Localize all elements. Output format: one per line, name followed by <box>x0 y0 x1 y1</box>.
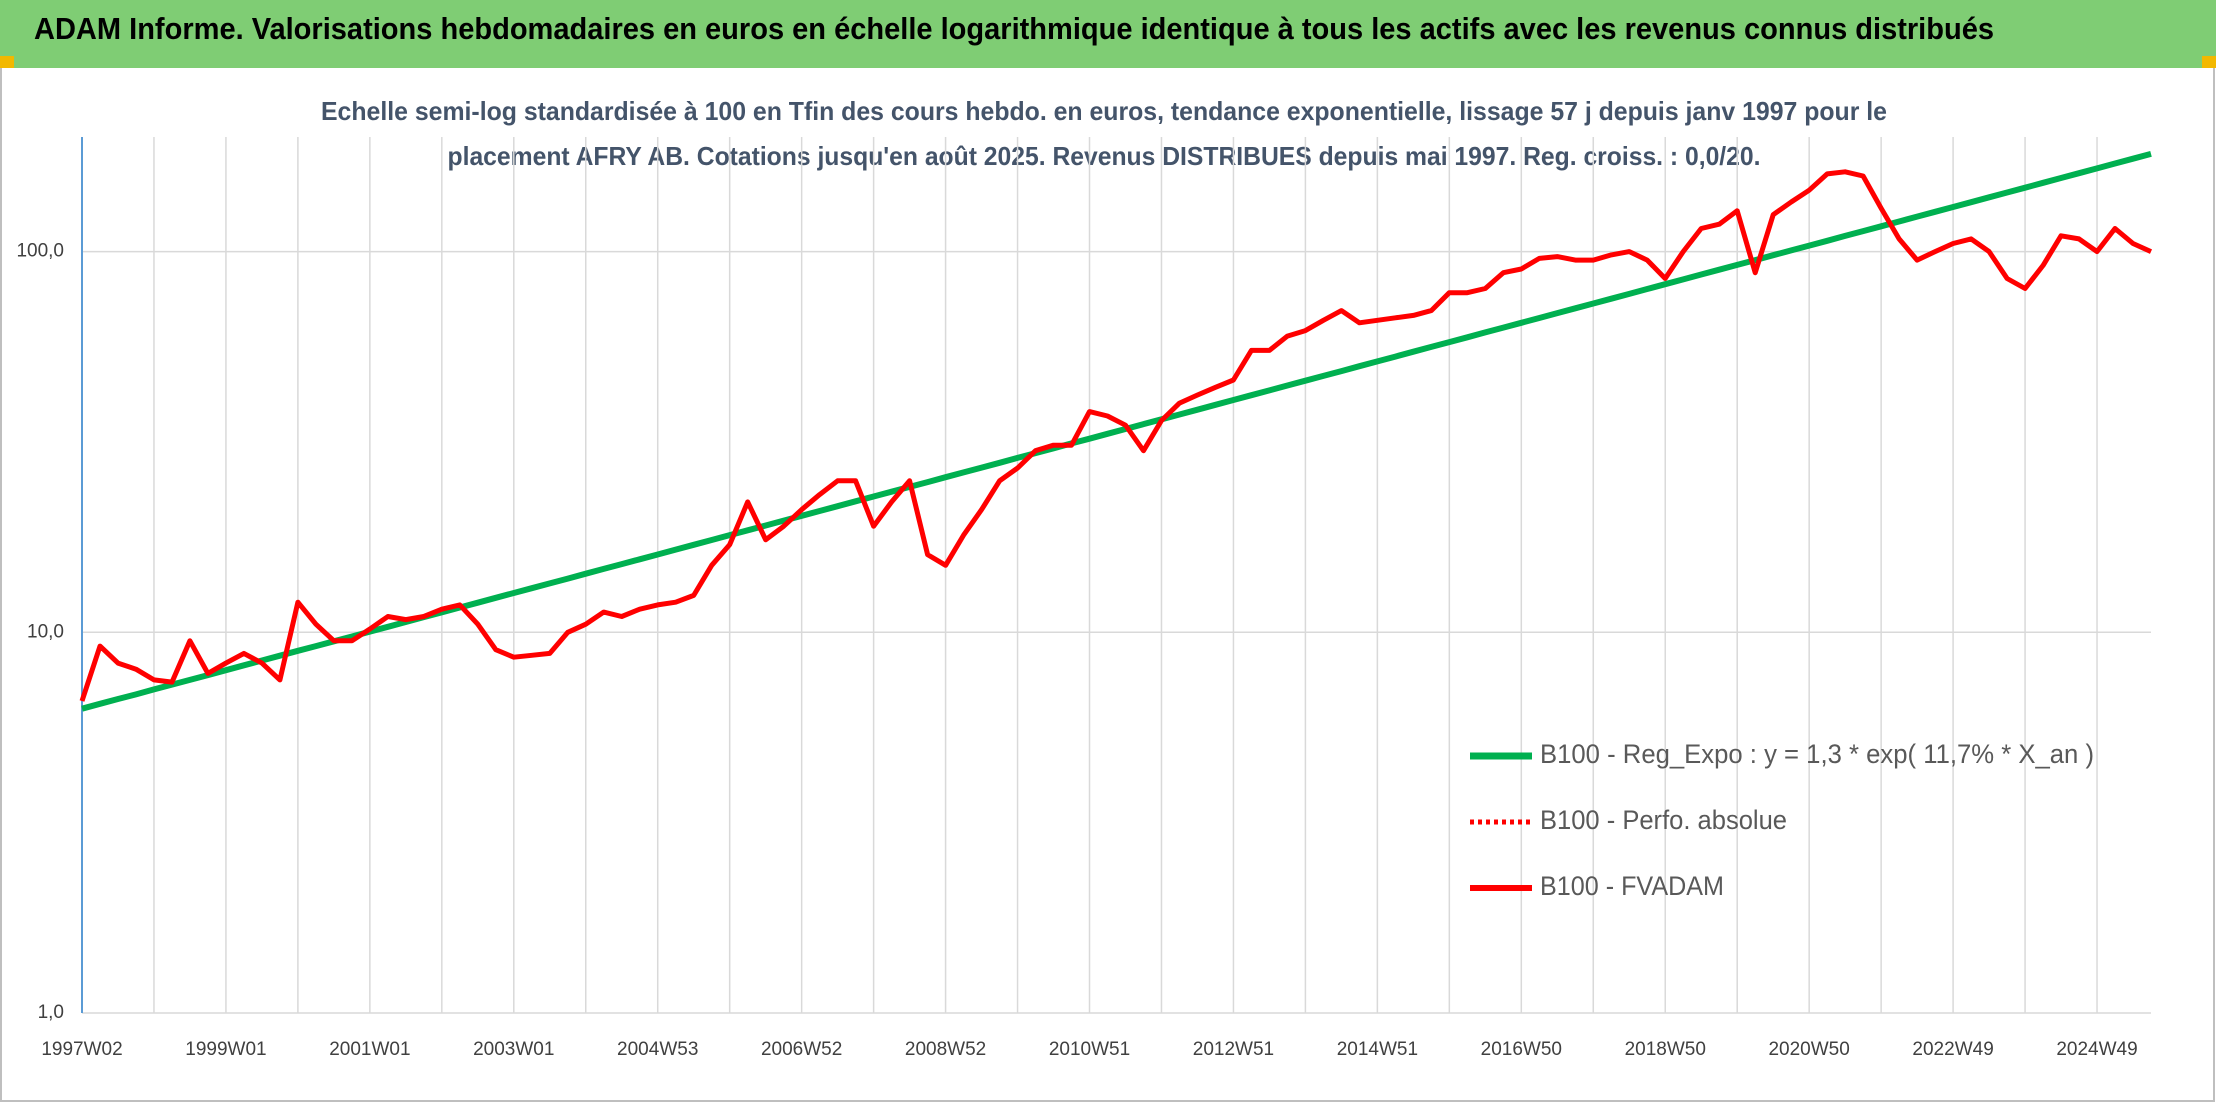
x-tick-label: 2022W49 <box>1912 1039 1993 1060</box>
legend-label: B100 - Reg_Expo : y = 1,3 * exp( 11,7% *… <box>1540 739 2094 769</box>
x-tick-label: 2012W51 <box>1193 1039 1274 1060</box>
x-tick-label: 2004W53 <box>617 1039 698 1060</box>
corner-mark <box>2202 56 2216 68</box>
x-tick-label: 2008W52 <box>905 1039 986 1060</box>
x-tick-label: 1997W02 <box>41 1039 122 1060</box>
y-tick-label: 100,0 <box>16 241 64 262</box>
chart-subtitle: Echelle semi-log standardisée à 100 en T… <box>321 96 1887 126</box>
x-tick-label: 1999W01 <box>185 1039 266 1060</box>
legend-label: B100 - FVADAM <box>1540 871 1724 901</box>
header-bar <box>0 0 2216 68</box>
chart-frame <box>0 65 2215 1102</box>
x-tick-label: 2016W50 <box>1481 1039 1562 1060</box>
x-tick-label: 2001W01 <box>329 1039 410 1060</box>
legend-label: B100 - Perfo. absolue <box>1540 805 1787 835</box>
y-tick-label: 1,0 <box>38 1002 64 1023</box>
chart-title: ADAM Informe. Valorisations hebdomadaire… <box>34 11 1994 46</box>
x-tick-label: 2020W50 <box>1768 1039 1849 1060</box>
x-tick-label: 2024W49 <box>2056 1039 2137 1060</box>
corner-mark <box>0 56 14 68</box>
y-tick-label: 10,0 <box>27 621 64 642</box>
x-tick-label: 2014W51 <box>1337 1039 1418 1060</box>
x-tick-label: 2018W50 <box>1625 1039 1706 1060</box>
chart-subtitle: placement AFRY AB. Cotations jusqu'en ao… <box>448 141 1761 171</box>
x-tick-label: 2010W51 <box>1049 1039 1130 1060</box>
data-line <box>79 169 2153 702</box>
x-tick-label: 2006W52 <box>761 1039 842 1060</box>
x-tick-label: 2003W01 <box>473 1039 554 1060</box>
